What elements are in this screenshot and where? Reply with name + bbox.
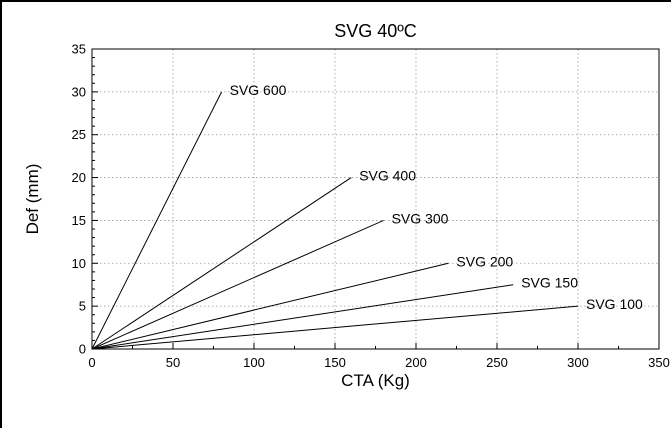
series-line xyxy=(91,91,223,350)
x-tick-label: 300 xyxy=(567,355,589,370)
y-tick-label: 25 xyxy=(72,127,86,142)
y-tick-label: 10 xyxy=(72,256,86,271)
y-axis-title: Def (mm) xyxy=(23,164,42,235)
x-tick-label: 50 xyxy=(166,355,180,370)
y-tick-label: 30 xyxy=(72,84,86,99)
series-label: SVG 400 xyxy=(359,168,416,184)
x-tick-label: 250 xyxy=(486,355,508,370)
series-line xyxy=(91,284,514,350)
plot-border xyxy=(91,48,660,350)
y-tick-label: 5 xyxy=(79,299,86,314)
series-line xyxy=(91,219,384,350)
x-tick-label: 100 xyxy=(243,355,265,370)
x-tick-label: 350 xyxy=(648,355,670,370)
series-label: SVG 600 xyxy=(230,82,287,98)
y-tick-label: 0 xyxy=(79,342,86,357)
series-label: SVG 200 xyxy=(456,253,513,269)
series-line xyxy=(91,305,579,350)
x-axis-ticks: 0 50 100 150 200 250 300 350 xyxy=(88,343,670,370)
chart-title: SVG 40ºC xyxy=(334,21,417,41)
x-tick-label: 200 xyxy=(405,355,427,370)
x-tick-label: 150 xyxy=(324,355,346,370)
y-tick-label: 35 xyxy=(72,42,86,57)
series-label: SVG 150 xyxy=(521,275,578,291)
series: SVG 600 SVG 400 SVG 300 SVG 200 SVG 150 SVG 1… xyxy=(91,82,643,350)
y-tick-label: 15 xyxy=(72,213,86,228)
axes xyxy=(91,48,660,350)
y-tick-label: 20 xyxy=(72,170,86,185)
series-line xyxy=(91,177,352,350)
series-label: SVG 300 xyxy=(392,210,449,226)
x-tick-label: 0 xyxy=(88,355,95,370)
y-axis-ticks: 0 5 10 15 20 25 30 35 xyxy=(72,42,98,357)
grid xyxy=(92,49,659,349)
series-line xyxy=(91,262,449,350)
x-axis-title: CTA (Kg) xyxy=(341,371,410,390)
series-label: SVG 100 xyxy=(586,296,643,312)
